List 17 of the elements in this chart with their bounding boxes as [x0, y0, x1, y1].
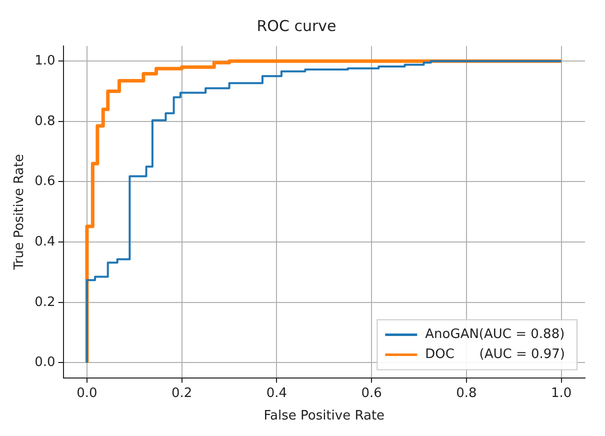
- y-tick-label: 1.0: [34, 53, 56, 68]
- legend-label: DOC (AUC = 0.97): [425, 347, 566, 362]
- legend-label: AnoGAN(AUC = 0.88): [425, 327, 565, 342]
- x-tick-label: 0.2: [172, 386, 192, 401]
- x-tick-label: 0.8: [456, 386, 477, 401]
- y-axis-title: True Positive Rate: [12, 154, 28, 271]
- y-tick-label: 0.6: [34, 174, 56, 190]
- y-tick-label: 0.2: [34, 294, 56, 310]
- x-axis-title: False Positive Rate: [264, 408, 385, 424]
- y-tick-label: 0.8: [34, 114, 56, 129]
- chart-title: ROC curve: [256, 16, 336, 35]
- x-tick-label: 0.4: [266, 386, 288, 401]
- x-tick-label: 0.6: [361, 386, 382, 401]
- y-tick-label: 0.4: [34, 234, 56, 250]
- y-tick-label: 0.0: [34, 355, 56, 370]
- x-tick-label: 1.0: [550, 386, 572, 401]
- x-tick-label: 0.0: [76, 386, 98, 401]
